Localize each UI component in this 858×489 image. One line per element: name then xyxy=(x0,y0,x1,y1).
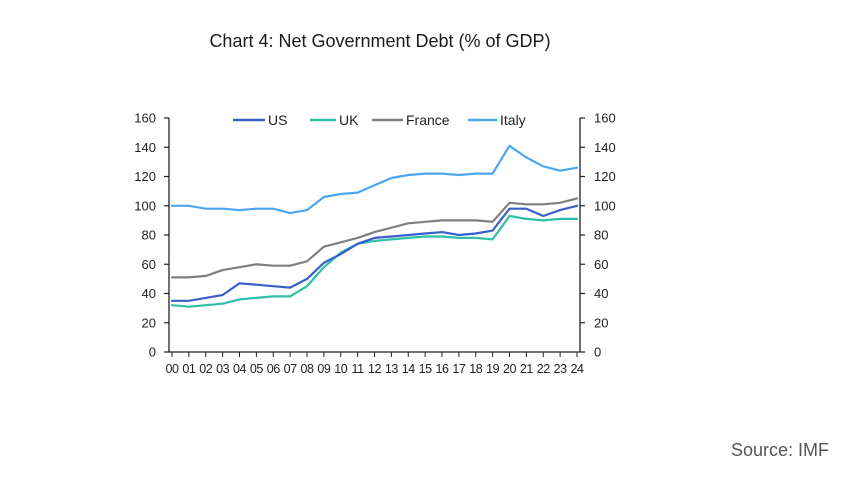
x-tick-label: 14 xyxy=(402,362,416,376)
y-tick-label-right: 20 xyxy=(594,315,608,330)
legend-item-france: France xyxy=(372,112,450,128)
series-line-us xyxy=(170,204,579,302)
x-tick-label: 24 xyxy=(570,362,584,376)
y-tick-label-right: 0 xyxy=(594,345,601,360)
y-tick-label-right: 160 xyxy=(594,111,616,126)
legend-label: US xyxy=(268,112,287,128)
y-tick-label-left: 40 xyxy=(142,286,156,301)
y-tick-label-right: 60 xyxy=(594,257,608,272)
y-tick-label-left: 100 xyxy=(134,198,156,213)
x-tick-label: 10 xyxy=(334,362,348,376)
y-tick-label-left: 80 xyxy=(142,228,156,243)
y-tick-label-left: 160 xyxy=(134,111,156,126)
legend-item-italy: Italy xyxy=(468,112,526,128)
x-tick-label: 15 xyxy=(419,362,433,376)
x-tick-label: 07 xyxy=(284,362,298,376)
x-tick-label: 05 xyxy=(250,362,264,376)
y-tick-label-left: 60 xyxy=(142,257,156,272)
y-tick-label-right: 120 xyxy=(594,169,616,184)
legend-item-us: US xyxy=(233,112,287,128)
series-line-italy xyxy=(170,144,579,215)
x-tick-label: 22 xyxy=(537,362,551,376)
series-line-france xyxy=(170,197,579,279)
x-tick-label: 06 xyxy=(267,362,281,376)
x-tick-label: 00 xyxy=(165,362,179,376)
x-tick-label: 20 xyxy=(503,362,517,376)
x-tick-label: 02 xyxy=(199,362,213,376)
legend-label: UK xyxy=(339,112,359,128)
y-tick-label-right: 80 xyxy=(594,228,608,243)
x-tick-label: 13 xyxy=(385,362,399,376)
x-tick-label: 08 xyxy=(300,362,314,376)
x-tick-label: 23 xyxy=(554,362,568,376)
chart-title: Chart 4: Net Government Debt (% of GDP) xyxy=(209,31,551,51)
series-line-uk xyxy=(170,214,579,308)
x-tick-label: 16 xyxy=(435,362,449,376)
legend-item-uk: UK xyxy=(310,112,359,128)
x-tick-label: 19 xyxy=(486,362,500,376)
x-tick-label: 18 xyxy=(469,362,483,376)
y-tick-label-right: 140 xyxy=(594,140,616,155)
legend-label: France xyxy=(406,112,450,128)
legend-label: Italy xyxy=(500,112,526,128)
y-tick-label-left: 140 xyxy=(134,140,156,155)
x-tick-label: 21 xyxy=(520,362,534,376)
y-tick-label-left: 120 xyxy=(134,169,156,184)
x-tick-label: 03 xyxy=(216,362,230,376)
series-lines xyxy=(170,144,579,308)
y-tick-label-right: 40 xyxy=(594,286,608,301)
y-tick-label-right: 100 xyxy=(594,198,616,213)
y-tick-label-left: 0 xyxy=(149,345,156,360)
source-note: Source: IMF xyxy=(730,440,829,460)
x-tick-label: 12 xyxy=(368,362,382,376)
x-tick-label: 04 xyxy=(233,362,247,376)
legend: US UK France Italy xyxy=(233,112,526,128)
x-tick-label: 11 xyxy=(352,362,365,376)
x-tick-label: 09 xyxy=(317,362,331,376)
x-tick-label: 17 xyxy=(452,362,466,376)
x-tick-label: 01 xyxy=(182,362,196,376)
y-tick-label-left: 20 xyxy=(142,315,156,330)
